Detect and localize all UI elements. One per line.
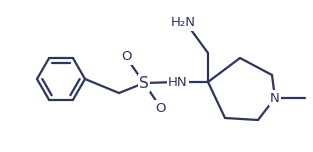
Text: N: N: [270, 92, 280, 105]
Text: O: O: [121, 50, 131, 64]
Text: H₂N: H₂N: [171, 17, 196, 29]
Text: O: O: [156, 102, 166, 114]
Text: S: S: [139, 76, 149, 90]
Text: HN: HN: [168, 76, 188, 88]
